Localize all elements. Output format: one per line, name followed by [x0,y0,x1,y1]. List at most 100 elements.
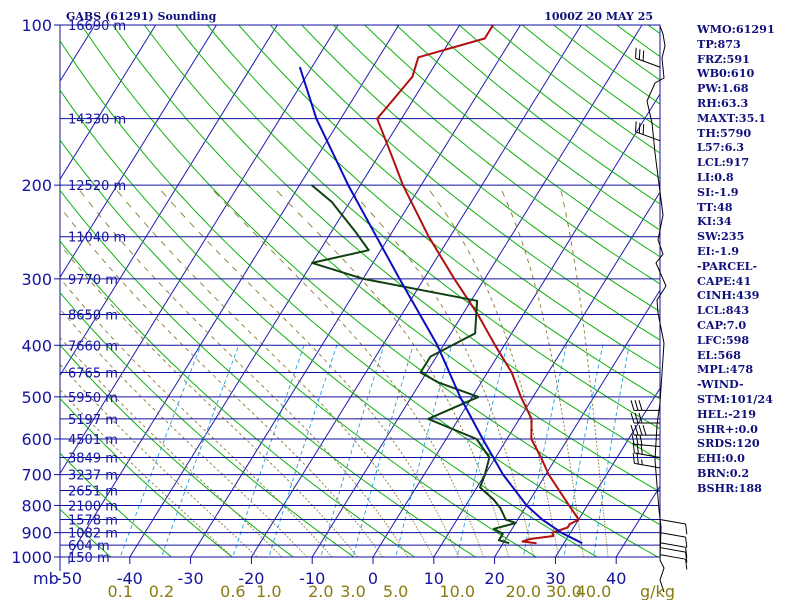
mixing-ratio-line [456,345,508,557]
stability-index-item: CINH:439 [697,288,760,303]
stability-index-item: CAPE:41 [697,273,752,288]
wind-barb-flag [640,443,643,455]
mixing-ratio-line [161,345,240,557]
height-label: 5950 m [68,391,118,406]
isotherm-line [372,93,660,557]
mixing-ratio-tick-label: 5.0 [383,582,408,600]
wind-barb-staff [634,462,661,469]
height-label: 7660 m [68,339,118,354]
wind-barb-flag [636,453,639,465]
stability-index-item: LI:0.8 [697,169,734,184]
wind-barb-flag [642,50,645,61]
height-label: 11040 m [68,231,126,246]
wind-barb-flag [685,537,688,548]
mixing-ratio-tick-label: 20.0 [505,582,541,600]
stability-index-item: -WIND- [697,377,744,392]
mixing-ratio-tick-label: 0.2 [149,582,174,600]
pressure-tick-label: 1000 [11,548,52,567]
pressure-tick-label: 800 [21,496,52,515]
wind-barbs [630,47,688,570]
temperature-tick-label: 20 [484,569,504,588]
height-label: 9770 m [68,273,118,288]
wind-barb-flag [630,424,635,436]
wind-barb-flag [634,424,639,436]
pressure-tick-label: 600 [21,430,52,449]
wind-barb [631,433,661,448]
pressure-unit-label: mb [33,569,59,588]
wind-barb [630,412,660,424]
height-label: 3849 m [68,451,118,466]
isotherm-line [60,25,339,475]
temperature-tick-label: -40 [117,569,143,588]
wind-barb [659,532,688,548]
stability-index-item: MPL:478 [697,362,754,377]
wind-barb-flag [638,49,641,60]
mixing-ratio-tick-label: 0.6 [220,582,245,600]
isotherm-line [129,25,461,557]
chart-title-station: GABS (61291) Sounding [66,10,217,23]
temperature-tick-label: -10 [299,569,325,588]
mixing-ratio-line [593,345,630,557]
wind-barb-flag [685,523,688,535]
wind-barb-flag [638,412,643,424]
stability-index-item: TP:873 [697,36,741,51]
wind-barb-staff [635,57,661,68]
isotherm-line [60,25,218,279]
wind-barb-staff [659,532,686,538]
wind-barb-flag [632,442,635,454]
stability-index-item: LFC:598 [697,332,750,347]
temperature-tick-label: 10 [424,569,444,588]
temperature-tick-label: -50 [56,569,82,588]
wind-barb-flag [642,124,645,135]
dewpoint-profile-line [311,184,517,545]
wind-barb [632,442,661,458]
dry-adiabat-line [60,344,294,557]
wind-barb [630,424,660,436]
height-label: 16690 m [68,19,126,34]
wind-barb-flag [634,400,639,411]
height-label: 1082 m [68,527,118,542]
mixing-ratio-tick-label: 2.0 [308,582,333,600]
mixing-ratio-line [563,345,604,557]
height-label: 4501 m [68,433,118,448]
wind-barb-staff [635,131,661,142]
isotherm-line [60,25,278,377]
wind-barb [635,47,661,68]
height-label: 150 m [68,551,110,566]
mixing-ratio-tick-label: 30.0 [546,582,582,600]
wind-barb-flag [638,400,643,411]
wind-barb-half-flag [641,459,643,465]
stability-index-item: LCL:843 [697,303,750,318]
wind-barb-flag [636,443,639,454]
stability-index-item: -PARCEL- [697,258,758,273]
wind-barb-staff [659,542,686,548]
stability-index-item: TT:48 [697,199,733,214]
wind-barb-staff [634,452,661,458]
wind-barb [635,121,661,142]
wind-barb-flag [630,400,635,411]
height-label: 2651 m [68,485,118,500]
wind-barb [659,554,688,570]
height-label: 1578 m [68,513,118,528]
mixing-ratio-unit-label: g/kg [640,582,675,600]
height-label: 2100 m [68,499,118,514]
wind-barb [630,400,660,411]
height-label: 14330 m [68,113,126,128]
height-label: 8650 m [68,308,118,323]
pressure-tick-label: 400 [21,336,52,355]
stability-index-item: EL:568 [697,347,741,362]
wind-profile-trace [646,25,667,593]
pressure-tick-label: 100 [21,16,52,35]
mixing-ratio-line [522,345,567,557]
stability-index-item: SI:-1.9 [697,184,739,199]
stability-index-item: BSHR:188 [697,480,762,495]
mixing-ratio-line [232,345,305,557]
stability-index-item: LCL:917 [697,155,750,170]
pressure-tick-label: 700 [21,466,52,485]
wind-barb-flag [642,424,647,436]
wind-barb-flag [634,412,639,424]
mixing-ratio-tick-label: 3.0 [340,582,365,600]
isotherm-line [60,25,157,181]
stability-index-item: SHR+:0.0 [697,421,758,436]
height-label: 3237 m [68,469,118,484]
